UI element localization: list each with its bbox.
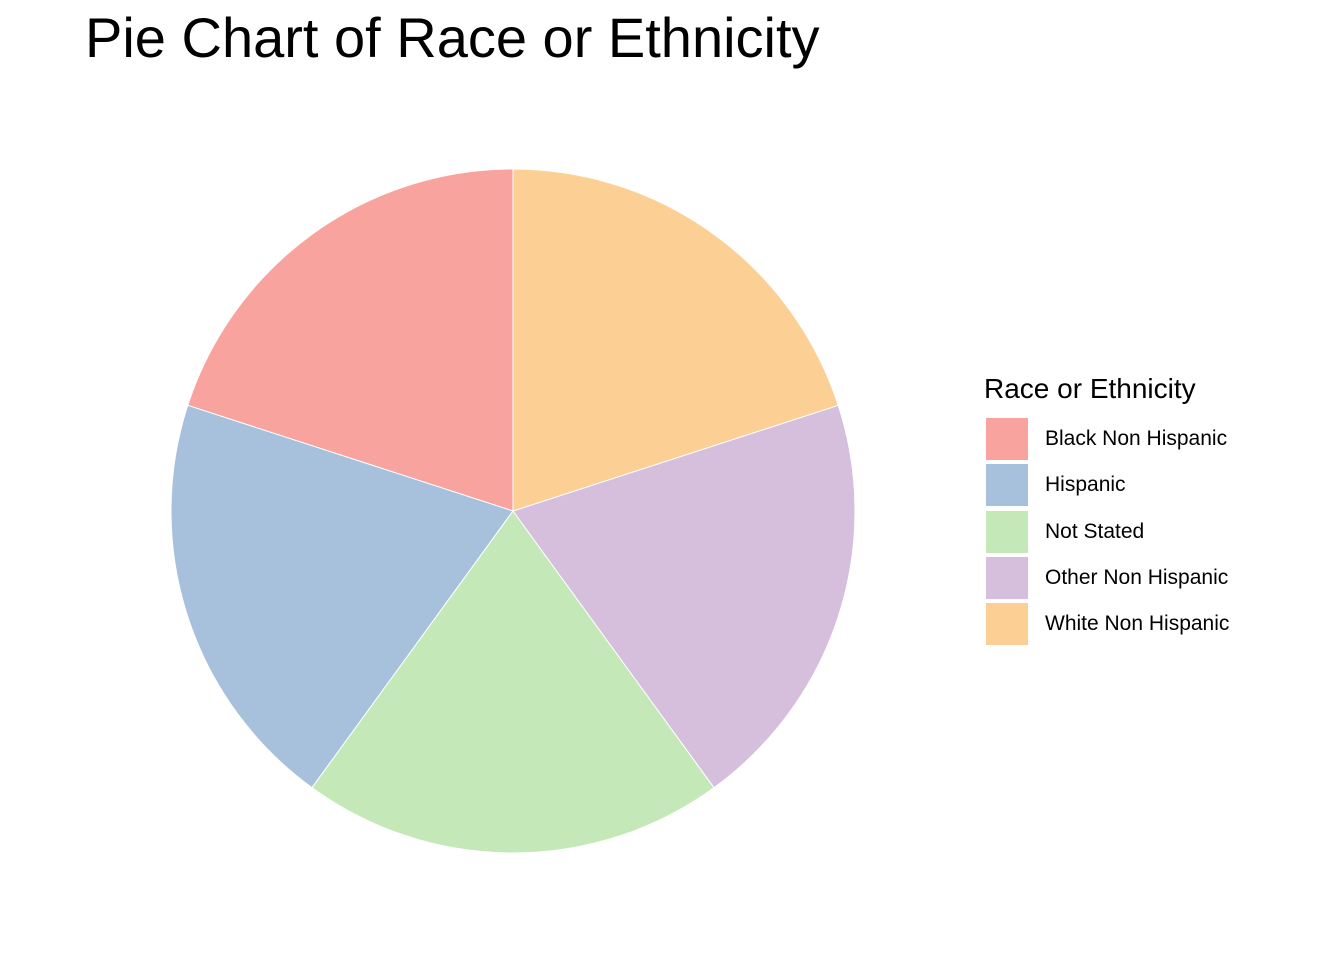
- legend-label-hispanic: Hispanic: [1045, 473, 1126, 497]
- legend-swatch-other-non-hispanic: [986, 557, 1028, 600]
- legend-label-white-non-hispanic: White Non Hispanic: [1045, 612, 1230, 636]
- pie-slice-white-non-hispanic: [512, 168, 839, 512]
- legend: Race or Ethnicity Black Non Hispanic Hisp…: [984, 372, 1229, 647]
- pie-slice-not-stated: [311, 510, 715, 854]
- legend-items: Black Non Hispanic Hispanic Not Stated Othe…: [984, 416, 1229, 647]
- legend-swatch-hispanic: [986, 464, 1028, 507]
- legend-item-hispanic: Hispanic: [984, 462, 1229, 508]
- chart-title: Pie Chart of Race or Ethnicity: [85, 6, 820, 69]
- legend-title: Race or Ethnicity: [984, 373, 1196, 404]
- legend-item-white-non-hispanic: White Non Hispanic: [984, 601, 1229, 647]
- pie-slice-hispanic: [170, 404, 514, 789]
- legend-item-not-stated: Not Stated: [984, 509, 1229, 555]
- pie-slice-black-non-hispanic: [187, 168, 514, 512]
- legend-swatch-white-non-hispanic: [986, 603, 1028, 646]
- legend-item-other-non-hispanic: Other Non Hispanic: [984, 555, 1229, 601]
- legend-label-not-stated: Not Stated: [1045, 519, 1145, 543]
- legend-label-other-non-hispanic: Other Non Hispanic: [1045, 566, 1229, 590]
- legend-label-black-non-hispanic: Black Non Hispanic: [1045, 427, 1228, 451]
- legend-item-black-non-hispanic: Black Non Hispanic: [984, 416, 1229, 462]
- legend-swatch-not-stated: [986, 510, 1028, 553]
- legend-swatch-black-non-hispanic: [986, 418, 1028, 461]
- pie-slice-other-non-hispanic: [512, 404, 856, 789]
